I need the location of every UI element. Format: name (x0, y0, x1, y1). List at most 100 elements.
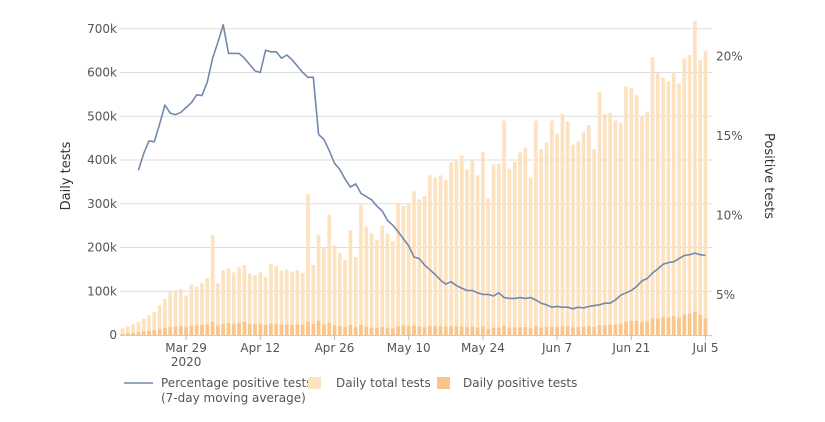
total-tests-bar (496, 163, 501, 335)
positive-tests-bar (173, 326, 178, 335)
total-tests-bar (189, 284, 194, 335)
positive-tests-bar (242, 321, 247, 335)
total-tests-bar (332, 245, 337, 335)
positive-tests-bar (634, 321, 639, 335)
total-tests-bar (523, 147, 528, 335)
y-right-tick-label: 20% (716, 50, 743, 64)
total-tests-bar (221, 270, 226, 335)
positive-tests-bar (417, 326, 422, 335)
positive-tests-bar (703, 318, 708, 335)
legend: Percentage positive tests(7-day moving a… (124, 376, 577, 405)
total-tests-bar (311, 265, 316, 335)
positive-tests-bar (592, 327, 597, 335)
legend-item: Daily positive tests (437, 376, 577, 390)
gridlines (120, 28, 712, 336)
total-tests-bar (375, 239, 379, 335)
axes: Daily tests Positive tests 0 100k 200k 300k… (59, 22, 776, 369)
positive-tests-bar (380, 327, 385, 335)
positive-tests-bar (200, 324, 204, 335)
total-tests-bar (359, 204, 363, 335)
total-tests-bar (263, 276, 268, 335)
positive-tests-bar (523, 327, 528, 335)
positive-tests-bar (539, 327, 544, 335)
total-tests-bar (454, 160, 459, 335)
positive-tests-bar (655, 318, 660, 335)
x-tick-label: Apr 12 (240, 341, 280, 355)
positive-tests-bar (221, 324, 226, 335)
x-tick-sublabel: 2020 (171, 355, 202, 369)
positive-tests-bar (327, 322, 332, 335)
total-tests-bar (279, 270, 284, 335)
total-tests-bar (401, 205, 406, 335)
total-tests-bar (412, 191, 416, 335)
positive-tests-bar (491, 327, 496, 335)
total-tests-bar (528, 177, 533, 335)
y-left-tick-label: 300k (87, 197, 117, 211)
positive-tests-bar (216, 325, 220, 335)
total-tests-bar (640, 116, 644, 335)
x-tick-label: Jul 5 (692, 341, 719, 355)
total-tests-bar (534, 120, 538, 335)
total-tests-bar (682, 58, 687, 335)
total-tests-bar (687, 55, 692, 335)
total-tests-bar (592, 149, 597, 335)
total-tests-bar (518, 152, 522, 335)
positive-tests-bar (502, 325, 506, 335)
positive-rate-line (137, 23, 706, 310)
positive-tests-bar (576, 327, 581, 335)
positive-tests-bar (602, 325, 607, 335)
x-tick-label: May 10 (387, 341, 431, 355)
total-tests-bar (565, 121, 570, 335)
bars (120, 20, 708, 335)
total-tests-bar (650, 57, 655, 335)
total-tests-bar (481, 152, 485, 335)
positive-tests-bar (661, 317, 665, 335)
total-tests-bar (295, 270, 300, 335)
total-tests-bar (173, 290, 178, 335)
total-tests-bar (581, 131, 586, 335)
total-tests-bar (417, 199, 422, 335)
positive-tests-bar (486, 328, 491, 335)
positive-tests-bar (263, 324, 268, 335)
total-tests-bar (693, 20, 697, 335)
total-tests-bar (618, 122, 623, 335)
total-tests-bar (163, 299, 167, 335)
total-tests-bar (459, 155, 464, 335)
positive-tests-bar (141, 331, 146, 335)
positive-tests-bar (332, 325, 337, 335)
positive-tests-bar (353, 327, 358, 335)
total-tests-bar (120, 328, 125, 335)
total-tests-bar (549, 120, 554, 335)
legend-square-swatch (437, 377, 450, 389)
positive-tests-bar (640, 321, 644, 335)
total-tests-bar (157, 305, 162, 335)
total-tests-bar (327, 214, 332, 335)
positive-tests-bar (184, 327, 188, 335)
total-tests-bar (369, 233, 374, 335)
total-tests-bar (316, 235, 321, 335)
positive-tests-bar (406, 326, 411, 335)
total-tests-bar (597, 92, 602, 335)
total-tests-bar (443, 179, 448, 335)
total-tests-bar (539, 149, 544, 335)
positive-tests-bar (231, 324, 236, 335)
total-tests-bar (125, 326, 130, 335)
total-tests-bar (210, 235, 215, 335)
positive-tests-bar (682, 314, 687, 335)
total-tests-bar (390, 240, 395, 335)
total-tests-bar (613, 120, 618, 335)
positive-tests-bar (125, 333, 130, 335)
total-tests-bar (433, 177, 438, 335)
positive-tests-bar (433, 326, 438, 335)
positive-tests-bar (534, 326, 538, 335)
total-tests-bar (661, 77, 665, 335)
x-tick-label: Mar 29 (165, 341, 207, 355)
total-tests-bar (491, 164, 496, 335)
positive-tests-bar (253, 324, 257, 335)
positive-tests-bar (518, 327, 522, 335)
total-tests-bar (205, 278, 210, 335)
positive-tests-bar (205, 324, 210, 335)
positive-tests-bar (565, 326, 570, 335)
positive-tests-bar (295, 324, 300, 335)
